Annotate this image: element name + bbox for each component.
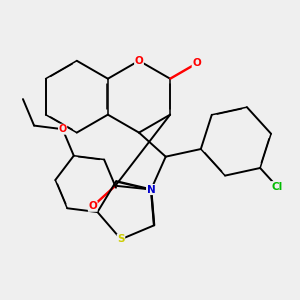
Text: S: S xyxy=(117,234,125,244)
Text: N: N xyxy=(147,184,155,194)
Text: N: N xyxy=(147,184,155,194)
Text: Cl: Cl xyxy=(272,182,283,192)
Text: O: O xyxy=(135,56,143,66)
Text: O: O xyxy=(58,124,67,134)
Text: O: O xyxy=(88,201,97,211)
Text: O: O xyxy=(192,58,201,68)
